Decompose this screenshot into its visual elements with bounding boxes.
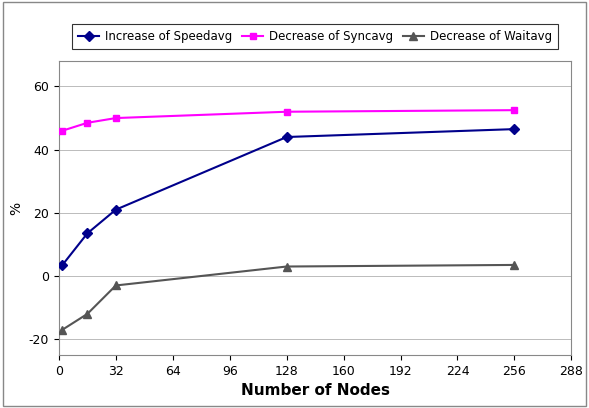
X-axis label: Number of Nodes: Number of Nodes <box>241 383 389 398</box>
Decrease of Syncavg <box>112 115 120 120</box>
Increase of Speedavg <box>84 231 91 236</box>
Decrease of Waitavg <box>283 264 290 269</box>
Line: Increase of Speedavg: Increase of Speedavg <box>59 126 518 268</box>
Decrease of Syncavg <box>84 120 91 125</box>
Decrease of Waitavg <box>59 327 66 332</box>
Decrease of Syncavg <box>59 128 66 133</box>
Y-axis label: %: % <box>9 202 23 215</box>
Increase of Speedavg <box>59 262 66 267</box>
Line: Decrease of Syncavg: Decrease of Syncavg <box>59 106 518 134</box>
Increase of Speedavg <box>112 207 120 212</box>
Decrease of Syncavg <box>283 109 290 114</box>
Decrease of Waitavg <box>84 311 91 316</box>
Line: Decrease of Waitavg: Decrease of Waitavg <box>58 261 518 334</box>
Decrease of Waitavg <box>112 283 120 288</box>
Legend: Increase of Speedavg, Decrease of Syncavg, Decrease of Waitavg: Increase of Speedavg, Decrease of Syncav… <box>72 24 558 49</box>
Decrease of Syncavg <box>511 108 518 113</box>
Increase of Speedavg <box>511 126 518 131</box>
Increase of Speedavg <box>283 135 290 140</box>
Decrease of Waitavg <box>511 262 518 267</box>
